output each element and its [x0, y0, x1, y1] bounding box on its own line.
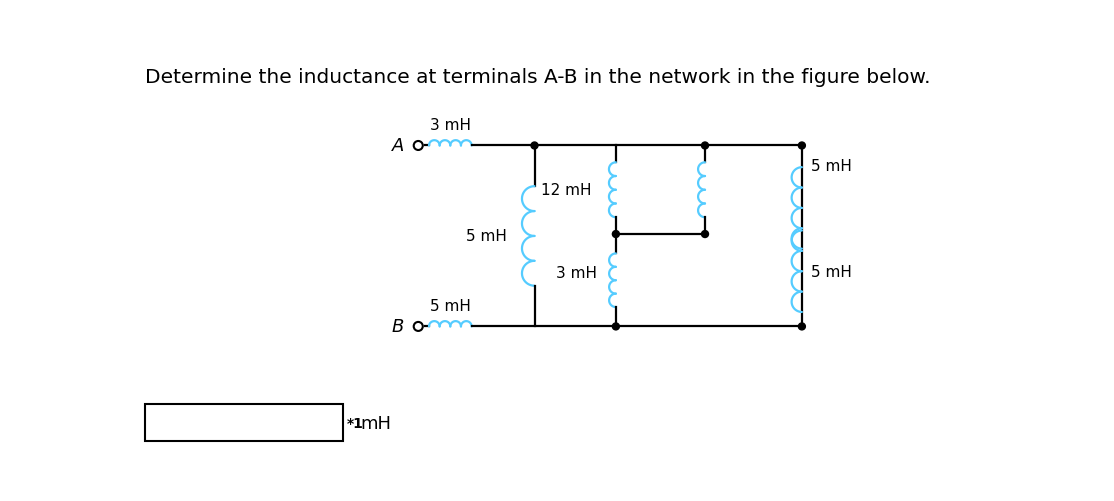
Circle shape: [613, 323, 619, 330]
Circle shape: [413, 142, 423, 151]
Text: *1: *1: [346, 416, 364, 430]
Text: B: B: [392, 318, 404, 336]
Circle shape: [799, 323, 805, 330]
Text: 5 mH: 5 mH: [430, 299, 471, 314]
Text: 3 mH: 3 mH: [556, 266, 596, 281]
Circle shape: [702, 143, 709, 150]
Text: 5 mH: 5 mH: [811, 159, 852, 174]
Text: Determine the inductance at terminals A-B in the network in the figure below.: Determine the inductance at terminals A-…: [146, 68, 931, 87]
Text: 5 mH: 5 mH: [811, 264, 852, 279]
Text: 3 mH: 3 mH: [430, 118, 471, 133]
Circle shape: [413, 322, 423, 331]
Text: 5 mH: 5 mH: [467, 229, 507, 244]
Text: 12 mH: 12 mH: [540, 183, 592, 198]
FancyBboxPatch shape: [146, 404, 343, 441]
Circle shape: [702, 231, 709, 238]
Circle shape: [531, 143, 538, 150]
Circle shape: [613, 231, 619, 238]
Text: mH: mH: [360, 414, 391, 432]
Circle shape: [799, 143, 805, 150]
Text: A: A: [392, 137, 404, 155]
